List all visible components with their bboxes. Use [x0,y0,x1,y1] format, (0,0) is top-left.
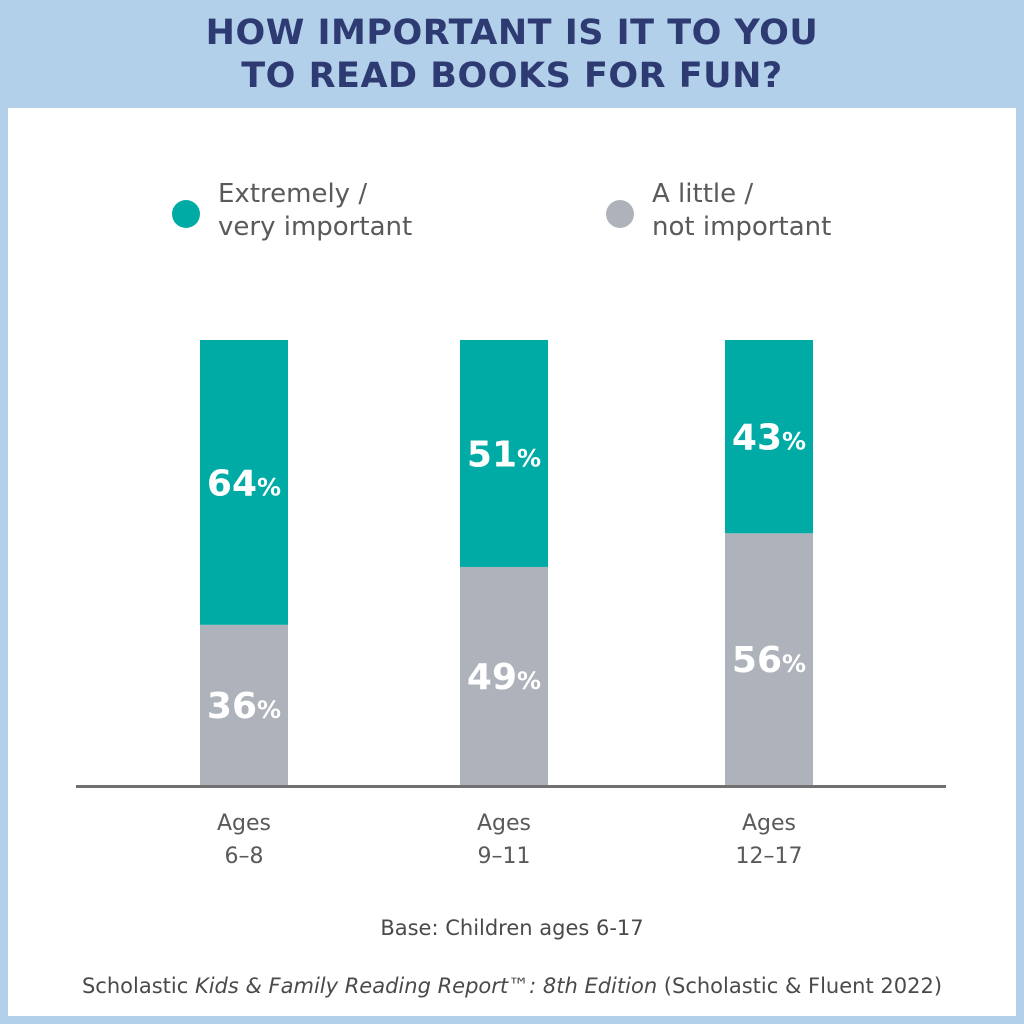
category-label: 9–11 [478,844,531,869]
data-label: 36% [207,686,281,727]
chart-title-line2: TO READ BOOKS FOR FUN? [241,56,783,96]
bar-segment [725,533,813,785]
legend-label-line: not important [652,212,832,242]
bar-segment [460,566,548,785]
category-label: 6–8 [225,844,264,869]
legend-label-line: A little / [652,179,754,209]
category-label: 12–17 [736,844,803,869]
category-label: Ages [217,811,271,836]
source-suffix: (Scholastic & Fluent 2022) [657,974,943,998]
category-label: Ages [477,811,531,836]
chart-panel: Extremely / very important A little / no… [8,108,1016,1016]
data-label: 43% [732,418,806,459]
data-label: 49% [467,657,541,698]
legend-swatch-not-important [606,200,634,228]
bar-segment [200,340,288,625]
legend-label-line: very important [218,212,413,242]
legend-label-line: Extremely / [218,179,368,209]
legend-label-not-important: A little / not important [652,178,912,244]
chart-title-line1: HOW IMPORTANT IS IT TO YOU [205,13,819,53]
data-label: 64% [207,463,281,504]
data-label: 56% [732,640,806,681]
bar-segment [725,340,813,534]
stacked-bar-chart: 36% 64% Ages 6–8 49% 51% Ages 9–11 56% 43% Ages 12–… [76,340,946,869]
bar-segment [200,624,288,785]
legend-label-important: Extremely / very important [218,178,478,244]
data-label: 51% [467,434,541,475]
category-label: Ages [742,811,796,836]
source-title: Kids & Family Reading Report™: 8th Editi… [194,974,658,998]
source-citation: Scholastic Kids & Family Reading Report™… [8,974,1016,998]
bar-segment [460,340,548,567]
source-prefix: Scholastic [81,974,195,998]
legend-swatch-important [172,200,200,228]
chart-title: HOW IMPORTANT IS IT TO YOU TO READ BOOKS… [0,12,1024,98]
base-note: Base: Children ages 6-17 [380,916,644,940]
